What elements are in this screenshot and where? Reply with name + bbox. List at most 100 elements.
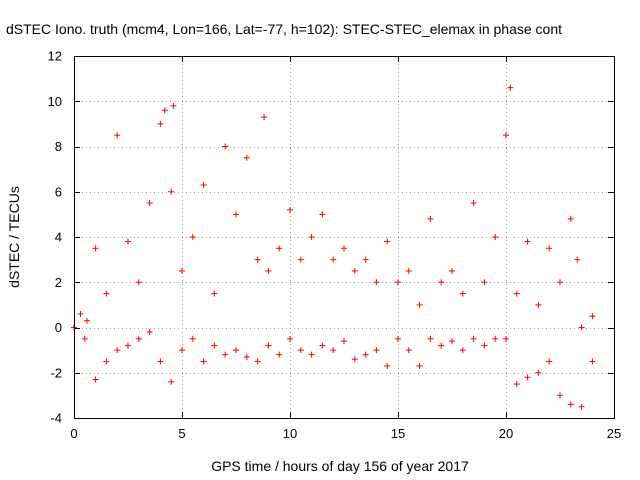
data-point [557, 392, 563, 399]
data-point [222, 143, 229, 150]
y-tick-label: 8 [55, 139, 62, 154]
y-axis-title: dSTEC / TECUs [6, 186, 22, 288]
data-point [405, 347, 412, 354]
data-point [254, 256, 261, 263]
data-point [459, 347, 466, 354]
data-point [507, 84, 514, 91]
data-point [492, 335, 499, 342]
data-point [513, 290, 520, 297]
data-point [146, 200, 153, 207]
data-point [265, 267, 272, 274]
data-point [405, 267, 412, 274]
data-point [449, 267, 455, 274]
data-point [416, 301, 423, 308]
y-tick-label: 6 [55, 184, 62, 199]
data-point [297, 347, 304, 354]
data-point [567, 401, 574, 408]
data-point [341, 338, 347, 345]
data-point [92, 245, 99, 252]
data-point [395, 335, 401, 342]
x-tick-label: 25 [607, 426, 621, 441]
data-point [513, 381, 520, 388]
data-point [103, 290, 110, 297]
data-point [135, 279, 142, 286]
data-point [341, 245, 347, 252]
x-axis-title: GPS time / hours of day 156 of year 2017 [211, 458, 469, 474]
y-tick-label: 2 [55, 275, 62, 290]
data-point [567, 215, 574, 222]
x-tick-label: 15 [391, 426, 405, 441]
y-tick-label: 12 [48, 49, 62, 64]
gridlines [74, 56, 614, 418]
data-point [146, 329, 153, 336]
data-point [170, 102, 177, 109]
data-point [574, 256, 581, 263]
data-point [135, 335, 142, 342]
data-point [103, 358, 110, 365]
data-point [578, 324, 585, 331]
y-tick-label: -4 [50, 411, 62, 426]
data-point [384, 362, 391, 369]
data-point [92, 376, 99, 383]
x-tick-label: 0 [70, 426, 77, 441]
data-point [179, 267, 185, 274]
data-point [503, 132, 509, 139]
data-point [77, 310, 84, 317]
data-point [330, 256, 337, 263]
data-point [276, 351, 283, 358]
data-point [524, 374, 531, 381]
data-point [287, 206, 293, 213]
x-tick-label: 5 [178, 426, 185, 441]
data-point [449, 338, 455, 345]
data-point [211, 342, 218, 349]
data-point [535, 369, 542, 376]
data-point [373, 279, 380, 286]
data-point [373, 347, 380, 354]
y-tick-label: 0 [55, 320, 62, 335]
data-point [351, 267, 358, 274]
data-point [578, 403, 585, 410]
plot-frame [74, 56, 615, 419]
data-point [265, 342, 272, 349]
data-point [438, 279, 445, 286]
data-point [276, 245, 283, 252]
data-point [189, 234, 196, 240]
data-point [81, 335, 88, 342]
data-point [243, 154, 250, 161]
data-point [481, 279, 488, 286]
data-points [71, 84, 596, 410]
y-tick-label: -2 [50, 365, 62, 380]
data-point [161, 107, 168, 114]
data-point [546, 358, 553, 365]
data-point [351, 356, 358, 363]
data-point [589, 358, 596, 365]
data-point [362, 351, 369, 358]
tick-labels: 0 5 10 15 20 25 -4 -2 0 2 4 6 8 10 12 [48, 49, 622, 442]
data-point [287, 335, 293, 342]
data-point [233, 211, 239, 218]
data-point [243, 353, 250, 360]
data-point [168, 188, 175, 195]
data-point [125, 238, 131, 245]
data-point [308, 351, 315, 358]
data-point [200, 181, 207, 188]
chart-title: dSTEC Iono. truth (mcm4, Lon=166, Lat=-7… [6, 21, 562, 37]
data-point [416, 362, 423, 369]
data-point [254, 358, 261, 365]
data-point [427, 335, 434, 342]
data-point [546, 245, 553, 252]
data-point [308, 234, 315, 240]
y-tick-label: 4 [55, 230, 62, 245]
data-point [459, 290, 466, 297]
data-point [114, 132, 121, 139]
data-point [114, 347, 121, 354]
data-point [319, 211, 326, 218]
data-point [470, 335, 477, 342]
data-point [524, 238, 531, 245]
data-point [589, 313, 596, 320]
data-point [427, 215, 434, 222]
data-point [233, 347, 239, 354]
data-point [319, 342, 326, 349]
data-point [384, 238, 391, 245]
